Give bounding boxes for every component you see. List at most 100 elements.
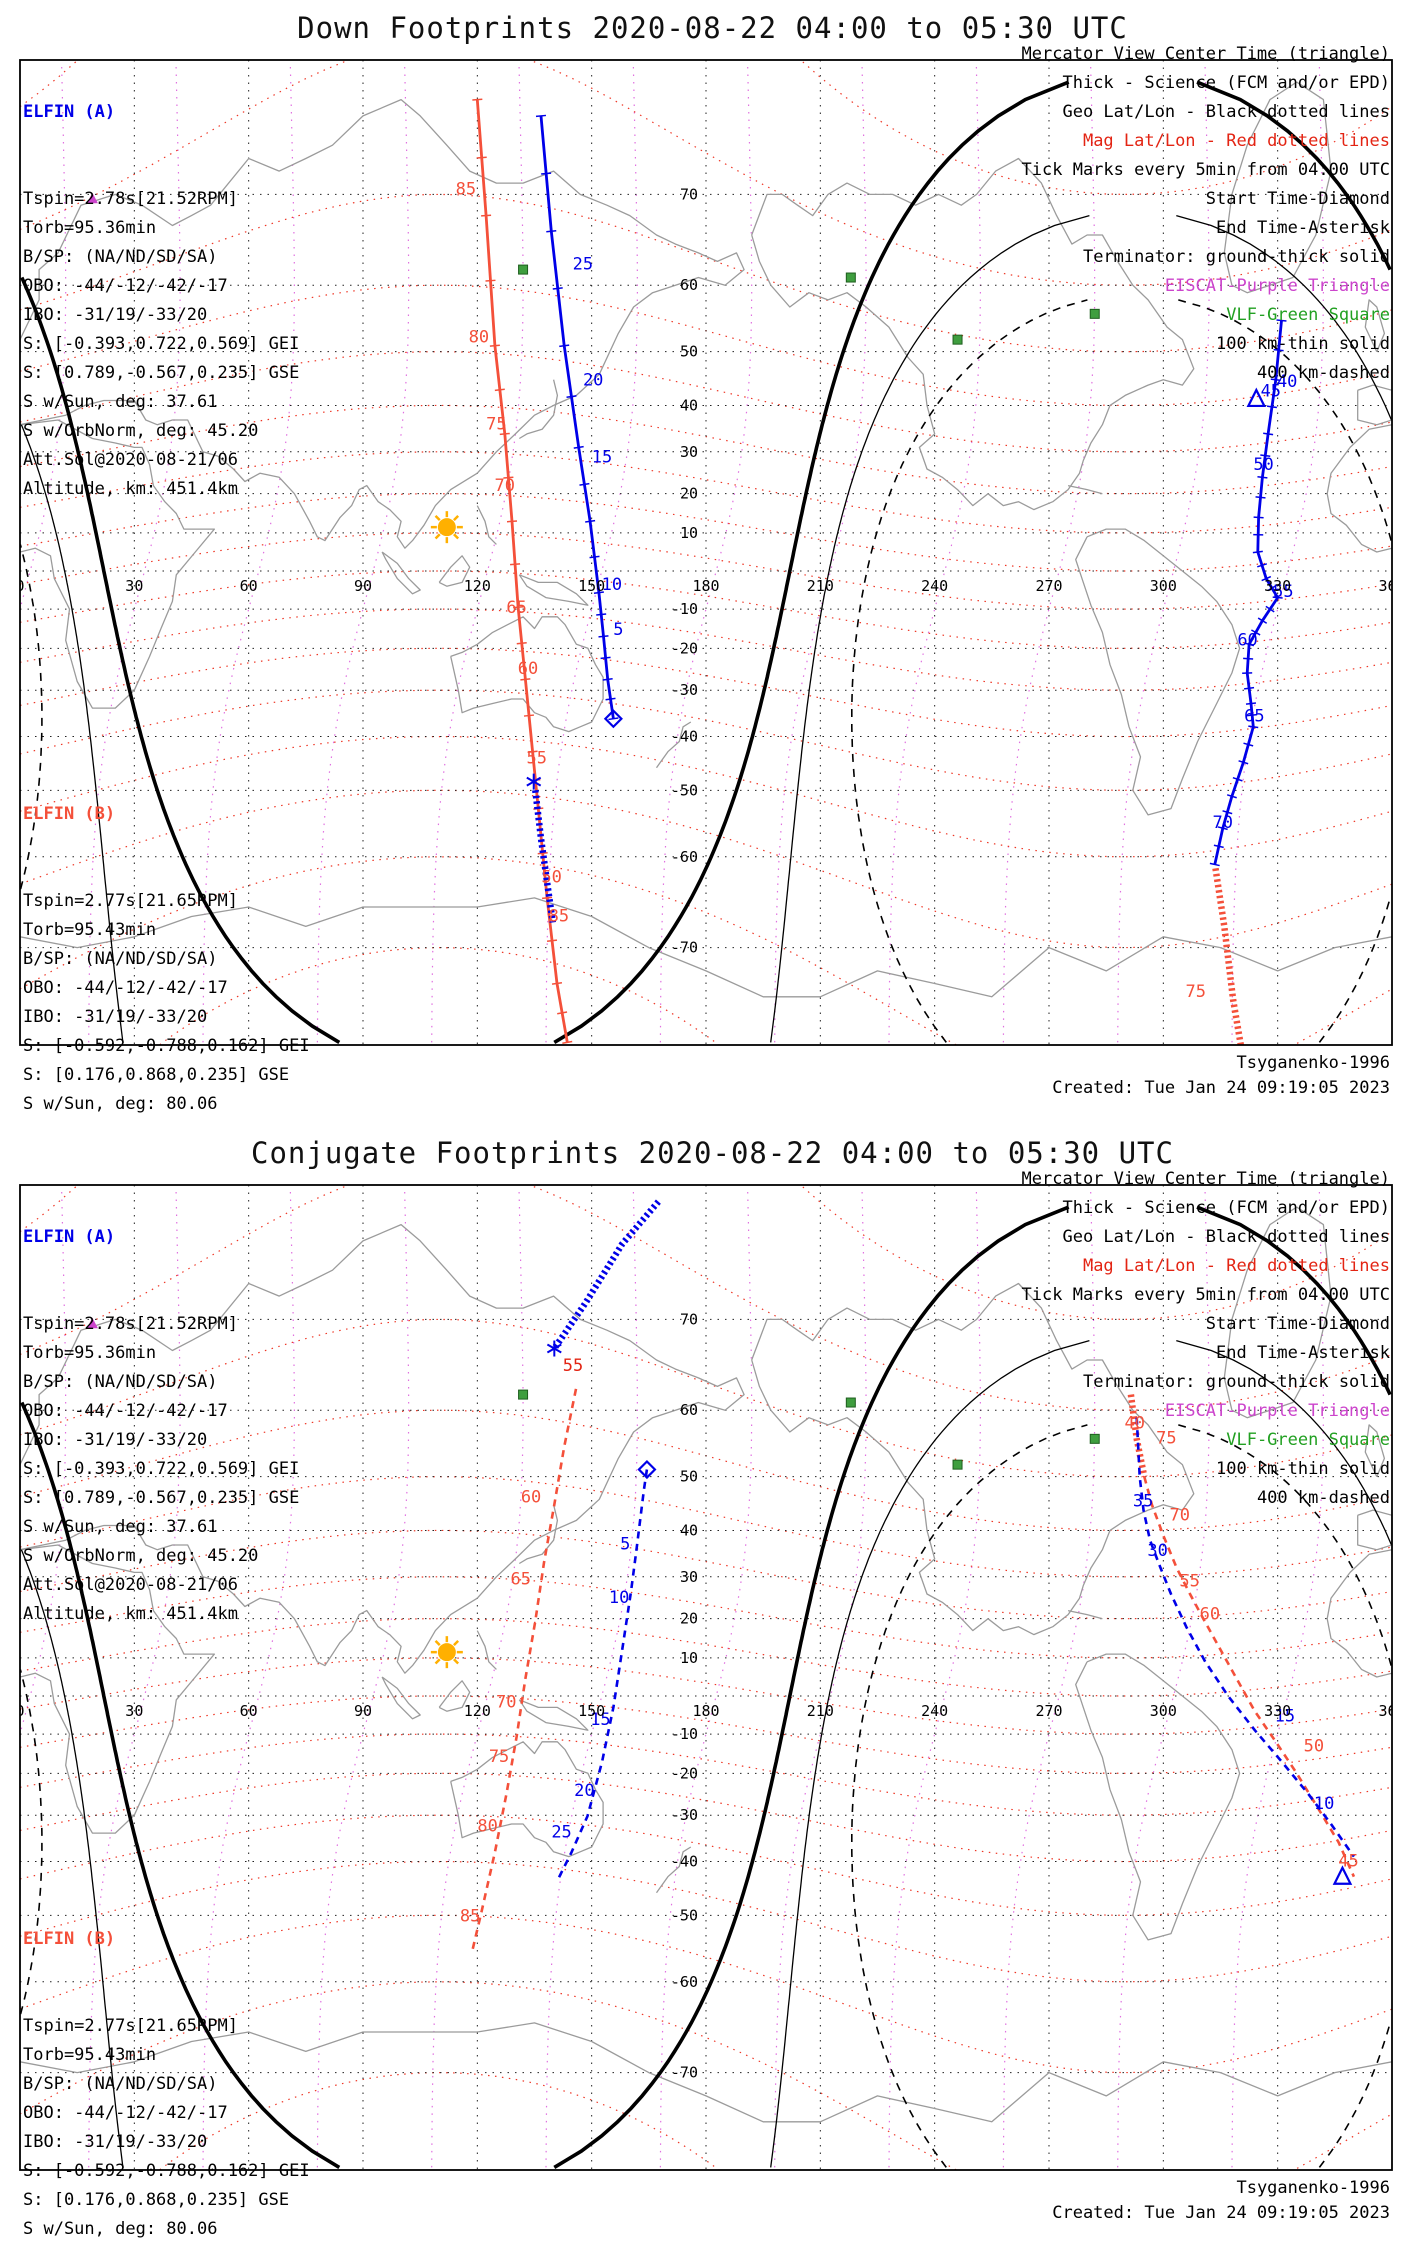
svg-text:330: 330 <box>1264 577 1291 595</box>
elfin-b-info-line: S w/OrbNorm, deg: 141.3 <box>23 2244 310 2250</box>
model-credit: Tsyganenko-1996 <box>1236 2178 1390 2198</box>
svg-text:10: 10 <box>680 524 698 542</box>
svg-text:0: 0 <box>15 1702 24 1720</box>
elfin-a-info-block: ELFIN (A) Tspin=2.78s[21.52RPM] Torb=95.3… <box>23 1165 299 1687</box>
svg-text:70: 70 <box>680 185 698 203</box>
svg-text:5: 5 <box>613 620 623 640</box>
legend-line: Tick Marks every 5min from 04:00 UTC <box>1021 160 1390 180</box>
svg-text:-20: -20 <box>671 639 698 657</box>
svg-text:10: 10 <box>602 575 622 595</box>
elfin-a-info-line: Tspin=2.78s[21.52RPM] <box>23 189 238 209</box>
svg-text:60: 60 <box>518 659 538 679</box>
legend-line: Terminator: ground-thick solid <box>1082 247 1390 267</box>
svg-text:65: 65 <box>506 598 526 618</box>
svg-text:75: 75 <box>486 414 506 434</box>
elfin-b-info-line: S: [0.176,0.868,0.235] GSE <box>23 1065 290 1085</box>
elfin-b-info-block: ELFIN (B) Tspin=2.77s[21.65RPM] Torb=95.4… <box>23 1867 310 2250</box>
svg-text:25: 25 <box>551 1823 571 1843</box>
legend-line: 100 km-thin solid <box>1216 334 1390 354</box>
elfin-b-info-line: S: [0.176,0.868,0.235] GSE <box>23 2190 290 2210</box>
svg-text:55: 55 <box>527 748 547 768</box>
svg-text:25: 25 <box>573 255 593 275</box>
svg-text:120: 120 <box>464 1702 491 1720</box>
elfin-b-info-line: S w/Sun, deg: 80.06 <box>23 2219 218 2239</box>
elfin-a-label: ELFIN (A) <box>23 102 116 122</box>
conjugate-footprints-map: 5560657075808551015202540757055605045353… <box>15 1184 1405 2171</box>
svg-text:-60: -60 <box>671 848 698 866</box>
elfin-a-info-line: Altitude, km: 451.4km <box>23 479 238 499</box>
legend-line: Geo Lat/Lon - Black dotted lines <box>1062 1227 1390 1247</box>
elfin-a-info-line: Att.Sol@2020-08-21/06 <box>23 450 238 470</box>
elfin-b-info-line: OBO: -44/-12/-42/-17 <box>23 2103 228 2123</box>
elfin-b-label: ELFIN (B) <box>23 804 116 824</box>
svg-text:240: 240 <box>921 1702 948 1720</box>
svg-text:70: 70 <box>496 1692 516 1712</box>
svg-text:40: 40 <box>1277 372 1297 392</box>
elfin-b-info-line: B/SP: (NA/ND/SD/SA) <box>23 2074 218 2094</box>
svg-text:70: 70 <box>1213 813 1233 833</box>
legend-line: 400 km-dashed <box>1256 363 1390 383</box>
elfin-b-info-line: S w/OrbNorm, deg: 141.3 <box>23 1119 310 1125</box>
svg-text:55: 55 <box>1179 1572 1199 1592</box>
svg-text:15: 15 <box>592 448 612 468</box>
elfin-b-info-line: S: [-0.592,-0.788,0.162] GEI <box>23 1036 310 1056</box>
elfin-a-info-line: S: [-0.393,0.722,0.569] GEI <box>23 1459 300 1479</box>
svg-text:70: 70 <box>680 1310 698 1328</box>
svg-text:70: 70 <box>495 476 515 496</box>
svg-text:90: 90 <box>354 1702 372 1720</box>
elfin-b-info-line: Torb=95.43min <box>23 920 157 940</box>
legend-line: Start Time-Diamond <box>1205 1314 1390 1334</box>
svg-text:50: 50 <box>541 867 561 887</box>
legend-line: Mag Lat/Lon - Red dotted lines <box>1082 1256 1390 1276</box>
map-legend: Mercator View Center Time (triangle) Thic… <box>1022 1165 1390 1513</box>
svg-text:45: 45 <box>1261 381 1281 401</box>
svg-text:-10: -10 <box>671 600 698 618</box>
elfin-a-info-line: S w/OrbNorm, deg: 45.20 <box>23 1546 259 1566</box>
svg-text:360: 360 <box>1378 1702 1405 1720</box>
elfin-b-info-line: IBO: -31/19/-33/20 <box>23 2132 208 2152</box>
elfin-a-info-line: Torb=95.36min <box>23 218 157 238</box>
svg-text:15: 15 <box>1275 1706 1295 1726</box>
svg-text:75: 75 <box>1156 1429 1176 1449</box>
elfin-b-info-line: Tspin=2.77s[21.65RPM] <box>23 2016 238 2036</box>
elfin-a-info-line: S: [-0.393,0.722,0.569] GEI <box>23 334 300 354</box>
svg-text:40: 40 <box>680 396 698 414</box>
svg-text:120: 120 <box>464 577 491 595</box>
legend-line: EISCAT-Purple Triangle <box>1164 276 1390 296</box>
model-credit: Tsyganenko-1996 <box>1236 1053 1390 1073</box>
legend-line: Thick - Science (FCM and/or EPD) <box>1062 1198 1390 1218</box>
conjugate-footprints-title: Conjugate Footprints 2020-08-22 04:00 to… <box>251 1136 1174 1170</box>
elfin-a-info-line: IBO: -31/19/-33/20 <box>23 1430 208 1450</box>
svg-text:-40: -40 <box>671 1853 698 1871</box>
svg-text:40: 40 <box>680 1521 698 1539</box>
elfin-a-info-line: OBO: -44/-12/-42/-17 <box>23 276 228 296</box>
svg-text:60: 60 <box>521 1488 541 1508</box>
elfin-a-info-line: IBO: -31/19/-33/20 <box>23 305 208 325</box>
legend-line: 100 km-thin solid <box>1216 1459 1390 1479</box>
svg-text:50: 50 <box>1304 1737 1324 1757</box>
legend-line: Mercator View Center Time (triangle) <box>1021 1169 1390 1189</box>
legend-line: End Time-Asterisk <box>1216 1343 1390 1363</box>
legend-line: 400 km-dashed <box>1256 1488 1390 1508</box>
legend-line: Geo Lat/Lon - Black dotted lines <box>1062 102 1390 122</box>
svg-text:60: 60 <box>1200 1604 1220 1624</box>
svg-text:60: 60 <box>240 577 258 595</box>
credits-block: Tsyganenko-1996 Created: Tue Jan 24 09:1… <box>1052 2176 1390 2226</box>
svg-text:60: 60 <box>680 276 698 294</box>
svg-text:-60: -60 <box>671 1973 698 1991</box>
panel-down-footprints: 85 80 75 70 65 60 55 50 85 25 20 15 10 5 40 45 50 55 60 65 7… <box>19 11 1393 1125</box>
legend-line: Thick - Science (FCM and/or EPD) <box>1062 73 1390 93</box>
svg-text:45: 45 <box>1338 1852 1358 1872</box>
svg-text:35: 35 <box>1133 1491 1153 1511</box>
svg-text:90: 90 <box>354 577 372 595</box>
svg-text:80: 80 <box>477 1817 497 1837</box>
svg-text:15: 15 <box>590 1710 610 1730</box>
svg-text:-70: -70 <box>671 2064 698 2082</box>
svg-text:10: 10 <box>1314 1794 1334 1814</box>
svg-text:-30: -30 <box>671 681 698 699</box>
panel-conjugate-footprints: 55 60 65 70 75 80 85 5 10 15 20 25 40 75 70 55 60 50 45 35 3… <box>0 1125 1425 2250</box>
svg-text:30: 30 <box>680 443 698 461</box>
svg-text:20: 20 <box>680 485 698 503</box>
elfin-b-info-line: S: [-0.592,-0.788,0.162] GEI <box>23 2161 310 2181</box>
elfin-b-info-line: Torb=95.43min <box>23 2045 157 2065</box>
